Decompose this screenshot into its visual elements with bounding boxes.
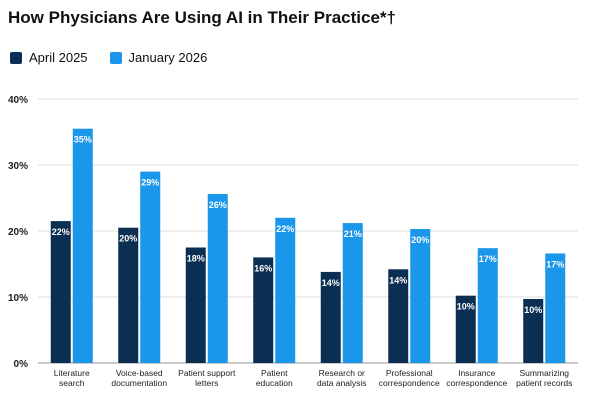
- x-tick-label: education: [256, 378, 293, 388]
- data-label: 22%: [52, 227, 70, 237]
- data-label: 35%: [74, 135, 92, 145]
- data-label: 18%: [187, 254, 205, 264]
- y-tick-label: 20%: [8, 227, 28, 238]
- bar-april-2025: [523, 298, 544, 363]
- data-label: 29%: [141, 178, 159, 188]
- x-tick-label: documentation: [111, 378, 167, 388]
- bar-january-2026: [275, 217, 296, 363]
- x-tick-label: Summarizing: [519, 368, 569, 378]
- bar-january-2026: [410, 229, 431, 363]
- x-tick-label: Research or: [319, 368, 365, 378]
- bar-april-2025: [185, 247, 206, 363]
- data-label: 16%: [254, 263, 272, 273]
- data-label: 21%: [344, 229, 362, 239]
- legend-item-january-2026: January 2026: [109, 50, 208, 65]
- bar-april-2025: [253, 257, 274, 363]
- y-tick-label: 30%: [8, 161, 28, 172]
- x-tick-label: data analysis: [317, 378, 367, 388]
- data-label: 17%: [546, 259, 564, 269]
- bar-january-2026: [342, 223, 363, 363]
- bar-april-2025: [320, 271, 341, 363]
- x-tick-label: letters: [195, 378, 218, 388]
- data-label: 17%: [479, 254, 497, 264]
- x-tick-label: Literature: [54, 368, 90, 378]
- data-label: 10%: [457, 302, 475, 312]
- legend-swatch-april-2025: [10, 51, 22, 64]
- bar-april-2025: [118, 227, 139, 363]
- y-tick-label: 10%: [8, 293, 28, 304]
- bar-january-2026: [140, 171, 161, 363]
- bar-january-2026: [545, 253, 566, 363]
- data-label: 14%: [322, 278, 340, 288]
- bar-january-2026: [72, 128, 93, 363]
- data-label: 10%: [524, 305, 542, 315]
- bar-april-2025: [50, 221, 71, 363]
- data-label: 14%: [389, 275, 407, 285]
- legend-label-january-2026: January 2026: [128, 50, 208, 65]
- legend-swatch-january-2026: [109, 51, 122, 64]
- data-label: 20%: [119, 234, 137, 244]
- x-tick-label: Voice-based: [116, 368, 163, 378]
- x-tick-label: Professional: [386, 368, 433, 378]
- x-tick-label: patient records: [516, 378, 572, 388]
- bar-april-2025: [388, 269, 409, 363]
- data-label: 26%: [209, 200, 227, 210]
- x-tick-label: Patient: [261, 368, 288, 378]
- bar-january-2026: [207, 194, 228, 363]
- chart-legend: April 2025 January 2026: [10, 50, 229, 65]
- bar-april-2025: [455, 295, 476, 363]
- chart-title: How Physicians Are Using AI in Their Pra…: [8, 8, 396, 27]
- legend-item-april-2025: April 2025: [10, 50, 88, 65]
- data-label: 20%: [411, 235, 429, 245]
- data-label: 22%: [276, 224, 294, 234]
- y-tick-label: 40%: [8, 95, 28, 106]
- x-tick-label: Patient support: [178, 368, 236, 378]
- x-tick-label: correspondence: [379, 378, 440, 388]
- x-tick-label: search: [59, 378, 85, 388]
- bar-january-2026: [477, 248, 498, 363]
- x-tick-label: Insurance: [458, 368, 496, 378]
- x-tick-label: correspondence: [446, 378, 507, 388]
- legend-label-april-2025: April 2025: [29, 50, 88, 65]
- y-tick-label: 0%: [14, 359, 29, 370]
